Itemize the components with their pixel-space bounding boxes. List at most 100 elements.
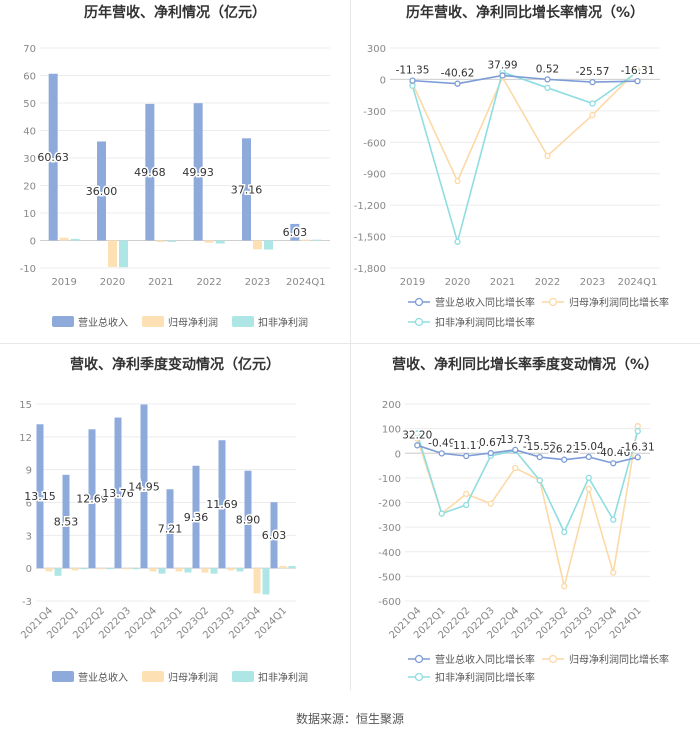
y-tick-label: 12 — [19, 433, 32, 444]
y-tick-label: -500 — [378, 572, 401, 583]
bar — [62, 474, 70, 569]
legend-marker — [414, 654, 424, 664]
data-point — [512, 446, 519, 454]
legend-marker — [414, 297, 424, 307]
bar — [270, 502, 278, 569]
annual-revenue-profit-chart: 历年营收、净利情况（亿元） -10 0 10 20 30 40 50 60 70 2019 2020… — [0, 0, 350, 343]
data-point — [585, 474, 592, 482]
data-label: 11.69 — [206, 498, 238, 511]
annual-growth-rate-chart: 历年营收、净利同比增长率情况（%） -1,800 -1,500 -1,200 -900… — [350, 0, 700, 343]
data-label: 37.16 — [231, 183, 263, 196]
data-label: 49.68 — [134, 166, 166, 179]
data-label: 15.04 — [574, 441, 604, 453]
bar — [184, 568, 192, 573]
legend-swatch — [52, 671, 74, 682]
data-point — [610, 569, 617, 576]
data-point — [634, 427, 641, 435]
x-tick-label: 2022 — [196, 277, 221, 288]
legend-label: 归母净利润同比增长率 — [569, 653, 669, 666]
data-point — [544, 76, 551, 83]
data-label: 32.20 — [402, 429, 432, 441]
y-tick-label: 60 — [23, 72, 36, 83]
data-label: 26.22 — [549, 444, 579, 456]
y-tick-label: 70 — [23, 44, 36, 55]
data-point — [561, 456, 568, 463]
data-label: 0.67 — [479, 437, 502, 449]
data-point — [499, 72, 506, 79]
legend-label: 归母净利润 — [168, 316, 218, 329]
y-tick-label: 3 — [26, 531, 32, 542]
data-label: 13.76 — [102, 487, 134, 500]
bar — [253, 240, 262, 250]
bar — [227, 568, 235, 571]
y-tick-label: -600 — [378, 597, 401, 608]
y-tick-label: 0 — [30, 237, 36, 248]
y-tick-label: -100 — [378, 474, 401, 485]
quarterly-revenue-profit-chart: 营收、净利季度变动情况（亿元） -3 0 3 6 9 12 15 2021Q4 2022Q1 20… — [0, 352, 350, 697]
bar — [301, 239, 311, 241]
data-point — [438, 510, 445, 517]
data-point — [454, 238, 461, 245]
data-point — [454, 177, 461, 185]
chart-title: 营收、净利同比增长率季度变动情况（%） — [391, 357, 659, 373]
data-point — [585, 453, 592, 461]
x-tick-label: 2020 — [445, 277, 470, 288]
bar — [149, 568, 157, 572]
data-point — [487, 449, 494, 457]
data-point — [634, 454, 641, 461]
y-tick-label: 200 — [382, 400, 401, 411]
data-point — [512, 464, 519, 472]
y-tick-label: -400 — [378, 548, 401, 559]
annual-revenue-profit-svg: -10 0 10 20 30 40 50 60 70 2019 2020 2021 2022 2023 20… — [20, 44, 330, 329]
y-tick-label: 300 — [367, 44, 386, 55]
bar — [192, 465, 200, 569]
data-point — [536, 477, 543, 484]
legend-swatch — [142, 671, 164, 682]
y-tick-label: 20 — [23, 182, 36, 193]
legend-swatch — [52, 316, 74, 327]
data-point — [414, 442, 421, 449]
annual-growth-rate-svg: -1,800 -1,500 -1,200 -900 -600 -300 0 300 2019 20… — [354, 44, 669, 329]
data-label: -0.49 — [428, 437, 455, 449]
bar — [108, 240, 117, 267]
series-line — [417, 444, 638, 465]
vertical-divider — [350, 0, 351, 690]
data-label: 8.53 — [54, 515, 79, 528]
x-tick-label: 2023 — [245, 277, 270, 288]
legend-label: 营业总收入 — [78, 316, 128, 329]
bar — [244, 470, 252, 569]
y-tick-label: 0 — [380, 75, 386, 86]
data-point — [610, 460, 617, 467]
bar — [97, 141, 106, 241]
x-tick-label: 2021 — [490, 277, 515, 288]
data-point — [634, 77, 641, 85]
data-label: -40.62 — [441, 68, 475, 80]
y-tick-label: -200 — [378, 499, 401, 510]
data-point — [589, 111, 596, 119]
series-line — [416, 430, 639, 534]
bar — [158, 568, 166, 574]
data-point — [634, 423, 641, 430]
bar — [166, 489, 174, 569]
data-point — [589, 100, 596, 107]
bar — [288, 565, 296, 569]
data-point — [409, 82, 416, 89]
bar — [36, 424, 44, 569]
data-point — [487, 500, 494, 507]
bar — [279, 565, 287, 569]
data-label: -40.46 — [596, 447, 630, 459]
bar — [106, 568, 114, 570]
bar — [253, 568, 261, 594]
data-point — [561, 583, 568, 590]
bar — [145, 103, 155, 241]
bar — [132, 568, 140, 570]
x-tick-label: 2024Q1 — [286, 277, 326, 288]
data-point — [634, 68, 641, 76]
y-tick-label: 100 — [382, 425, 401, 436]
data-label: -15.52 — [523, 441, 557, 453]
data-label: -11.35 — [396, 65, 430, 77]
bar — [218, 440, 226, 569]
legend-label: 扣非净利润 — [258, 316, 308, 329]
data-label: 13.73 — [500, 434, 530, 446]
data-point — [454, 80, 461, 87]
